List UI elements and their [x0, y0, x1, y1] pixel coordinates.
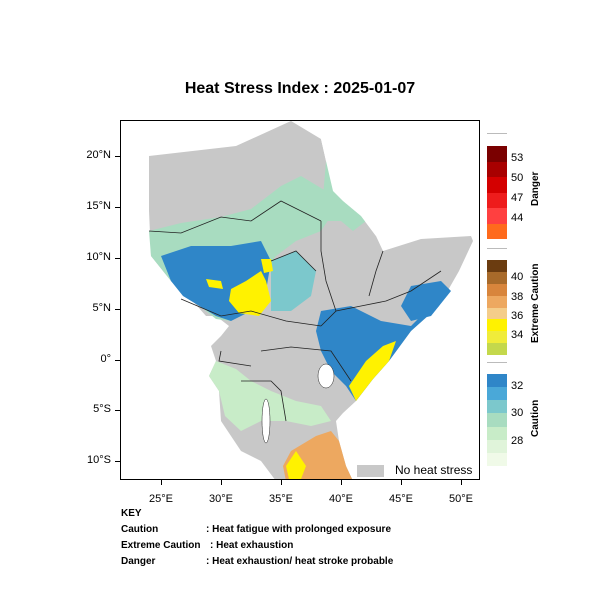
caution-swatch — [487, 413, 507, 427]
country-borders — [148, 200, 442, 422]
danger-colorbar — [487, 146, 507, 239]
legend-separator — [487, 362, 507, 363]
caution-swatch — [487, 400, 507, 414]
extreme-caution-swatch — [487, 271, 507, 284]
extreme-caution-swatch — [487, 343, 507, 355]
lat-label: 10°S — [87, 454, 111, 466]
caution-light-zone — [209, 361, 331, 431]
lat-tick — [115, 207, 120, 208]
lake — [317, 363, 335, 389]
danger-swatch — [487, 161, 507, 177]
danger-tick-label: 53 — [511, 152, 524, 164]
danger-swatch — [487, 223, 507, 239]
lon-label: 40°E — [329, 493, 353, 505]
lat-label: 5°S — [93, 403, 111, 415]
legend-separator — [487, 248, 507, 249]
caution-swatch — [487, 387, 507, 401]
key-term: Danger — [121, 556, 156, 567]
lon-label: 35°E — [269, 493, 293, 505]
heat-stress-map — [148, 121, 473, 479]
lon-tick — [221, 480, 222, 485]
extreme-tick-label: 36 — [511, 310, 524, 322]
extreme-yellow-zone — [286, 451, 306, 479]
extreme-caution-swatch — [487, 307, 507, 320]
danger-tick-label: 50 — [511, 172, 524, 184]
extreme-tick-label: 34 — [511, 329, 524, 341]
lon-tick — [341, 480, 342, 485]
caution-tick-label: 28 — [511, 435, 524, 447]
lon-label: 25°E — [149, 493, 173, 505]
key-heading: KEY — [121, 508, 142, 519]
lat-tick — [115, 309, 120, 310]
key-desc: : Heat fatigue with prolonged exposure — [206, 524, 392, 535]
caution-swatch — [487, 374, 507, 388]
danger-swatch — [487, 146, 507, 162]
caution-colorbar — [487, 374, 507, 466]
lat-tick — [115, 410, 120, 411]
lat-tick — [115, 156, 120, 157]
red-sea — [321, 139, 383, 236]
lat-label: 15°N — [86, 200, 111, 212]
lat-tick — [115, 258, 120, 259]
extreme-caution-swatch — [487, 295, 507, 308]
extreme-yellow-zone — [229, 271, 271, 316]
lake — [261, 398, 271, 444]
extreme-tick-label: 40 — [511, 271, 524, 283]
key-desc: : Heat exhaustion/ heat stroke probable — [206, 556, 394, 567]
extreme-caution-swatch — [487, 283, 507, 296]
lon-tick — [401, 480, 402, 485]
lon-tick — [161, 480, 162, 485]
danger-swatch — [487, 192, 507, 208]
caution-dark-zone — [401, 281, 451, 321]
lon-tick — [461, 480, 462, 485]
key-term: Extreme Caution — [121, 540, 201, 551]
lat-label: 20°N — [86, 149, 111, 161]
danger-legend-title: Danger — [530, 171, 541, 206]
extreme-caution-swatch — [487, 331, 507, 344]
danger-swatch — [487, 208, 507, 224]
key-term: Caution — [121, 524, 159, 535]
legend-separator — [487, 133, 507, 134]
map-frame — [120, 120, 480, 480]
extreme-caution-swatch — [487, 260, 507, 272]
no-heat-stress-label: No heat stress — [395, 463, 473, 477]
caution-swatch — [487, 426, 507, 440]
extreme-caution-colorbar — [487, 260, 507, 355]
map-title: Heat Stress Index : 2025-01-07 — [184, 80, 416, 97]
extreme-tick-label: 38 — [511, 291, 524, 303]
no-heat-stress-swatch — [357, 465, 384, 477]
extreme-legend-title: Extreme Caution — [530, 263, 541, 343]
lon-label: 50°E — [449, 493, 473, 505]
danger-tick-label: 44 — [511, 212, 524, 224]
lon-label: 45°E — [389, 493, 413, 505]
key-desc: : Heat exhaustion — [210, 540, 294, 551]
caution-swatch — [487, 452, 507, 466]
extreme-yellow-zone — [261, 259, 273, 273]
caution-tick-label: 32 — [511, 380, 524, 392]
lat-label: 10°N — [86, 251, 111, 263]
lat-tick — [115, 360, 120, 361]
extreme-yellow-zone — [206, 279, 223, 289]
lon-tick — [281, 480, 282, 485]
caution-swatch — [487, 439, 507, 453]
danger-tick-label: 47 — [511, 192, 524, 204]
extreme-yellow-zone — [349, 341, 396, 401]
caution-legend-title: Caution — [530, 399, 541, 437]
caution-tick-label: 30 — [511, 407, 524, 419]
extreme-caution-swatch — [487, 319, 507, 332]
danger-swatch — [487, 177, 507, 193]
caution-mid-zone — [271, 251, 316, 311]
lat-label: 5°N — [92, 302, 111, 314]
lat-tick — [115, 461, 120, 462]
lon-label: 30°E — [209, 493, 233, 505]
lat-label: 0° — [100, 353, 111, 365]
